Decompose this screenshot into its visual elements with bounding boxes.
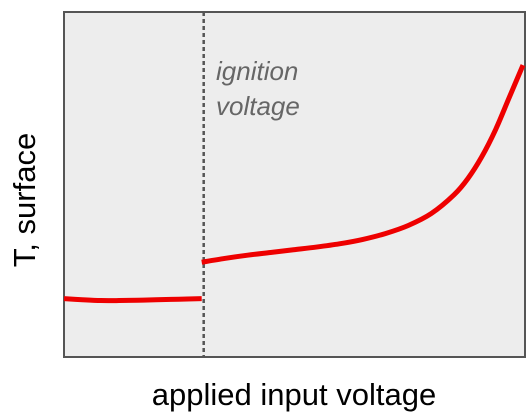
ignition-voltage-label-line-1: ignition bbox=[216, 56, 298, 86]
x-axis-label: applied input voltage bbox=[152, 377, 436, 412]
series-line-post-ignition bbox=[201, 64, 526, 265]
chart-marks bbox=[63, 12, 526, 357]
y-axis-label: T, surface bbox=[7, 133, 42, 267]
series-line-pre-ignition bbox=[63, 296, 202, 304]
ignition-voltage-label-line-2: voltage bbox=[216, 91, 300, 121]
